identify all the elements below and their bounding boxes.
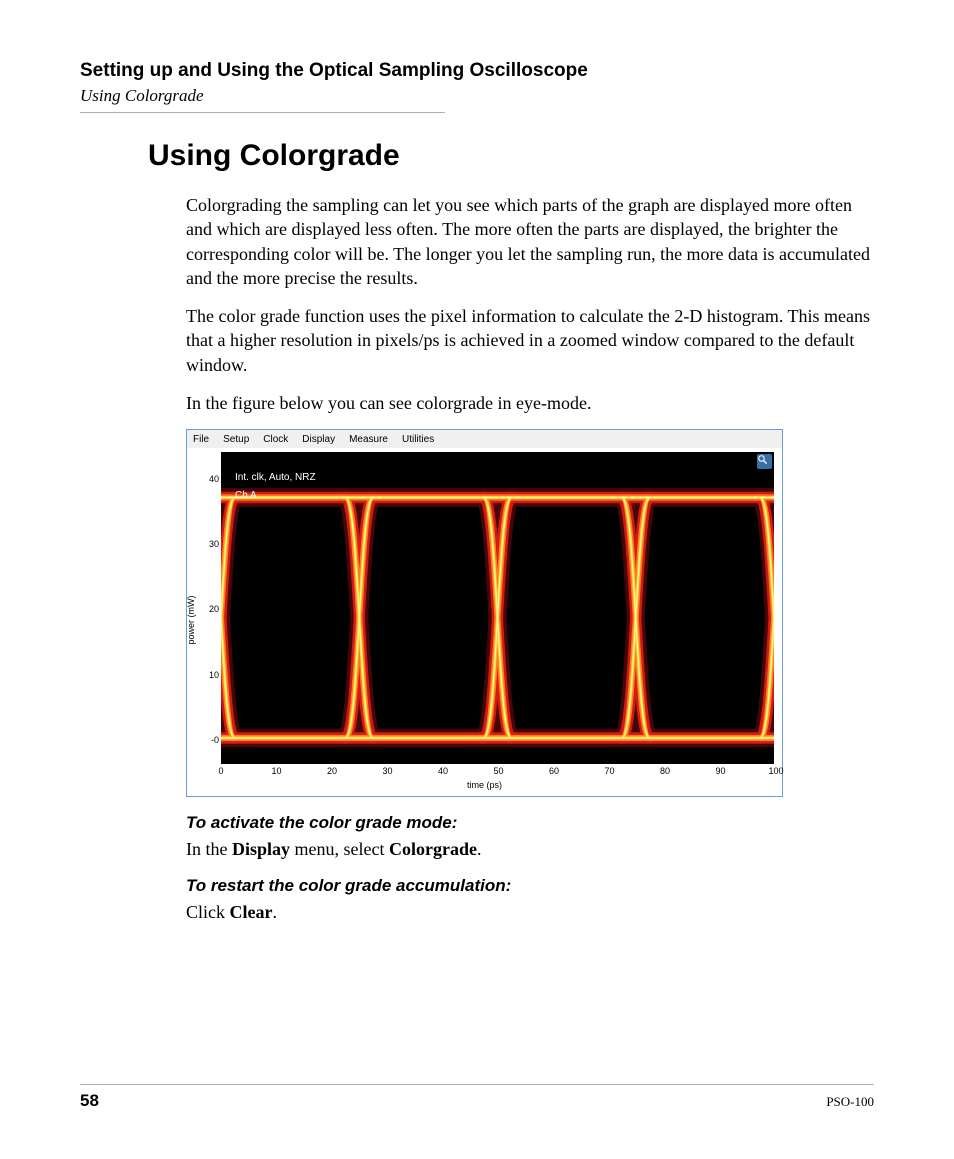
y-tick: 20: [199, 604, 219, 614]
footer: 58 PSO-100: [80, 1084, 874, 1111]
plot-axes: Int. clk, Auto, NRZ Ch A: [221, 452, 774, 764]
zoom-icon[interactable]: [757, 454, 772, 469]
y-tick: 10: [199, 670, 219, 680]
x-tick: 30: [382, 766, 392, 776]
text: .: [272, 902, 277, 922]
chapter-title: Setting up and Using the Optical Samplin…: [80, 60, 874, 82]
paragraph-2: The color grade function uses the pixel …: [186, 304, 874, 377]
overlay-line2: Ch A: [235, 490, 257, 501]
text: In the: [186, 839, 232, 859]
menu-display[interactable]: Display: [302, 434, 335, 445]
header-rule: [80, 112, 445, 113]
breadcrumb: Using Colorgrade: [80, 86, 874, 106]
eye-diagram: [221, 452, 774, 764]
page-number: 58: [80, 1091, 99, 1111]
plot-area: Int. clk, Auto, NRZ Ch A: [221, 452, 774, 764]
x-tick: 100: [768, 766, 783, 776]
x-tick: 50: [493, 766, 503, 776]
paragraph-1: Colorgrading the sampling can let you se…: [186, 193, 874, 290]
menu-setup[interactable]: Setup: [223, 434, 249, 445]
paragraph-3: In the figure below you can see colorgra…: [186, 391, 874, 415]
y-tick: -0: [199, 735, 219, 745]
overlay-line1: Int. clk, Auto, NRZ: [235, 472, 316, 483]
x-tick: 20: [327, 766, 337, 776]
x-tick: 40: [438, 766, 448, 776]
x-tick: 10: [271, 766, 281, 776]
instruction-activate: In the Display menu, select Colorgrade.: [186, 837, 874, 861]
x-tick: 0: [218, 766, 223, 776]
subhead-restart: To restart the color grade accumulation:: [186, 876, 874, 896]
bold-colorgrade: Colorgrade: [389, 839, 477, 859]
page: Setting up and Using the Optical Samplin…: [0, 0, 954, 1159]
y-axis-label: power (mW): [186, 596, 196, 645]
x-tick: 70: [604, 766, 614, 776]
y-tick: 30: [199, 539, 219, 549]
x-tick: 60: [549, 766, 559, 776]
plot-wrapper: power (mW) time (ps) Int. clk, Auto, NRZ…: [195, 452, 774, 788]
menu-file[interactable]: File: [193, 434, 209, 445]
menu-clock[interactable]: Clock: [263, 434, 288, 445]
text: .: [477, 839, 482, 859]
instruction-restart: Click Clear.: [186, 900, 874, 924]
model-label: PSO-100: [826, 1094, 874, 1110]
footer-rule: [80, 1084, 874, 1085]
y-tick: 40: [199, 474, 219, 484]
bold-clear: Clear: [230, 902, 273, 922]
subhead-activate: To activate the color grade mode:: [186, 813, 874, 833]
menu-measure[interactable]: Measure: [349, 434, 388, 445]
oscilloscope-screenshot: File Setup Clock Display Measure Utiliti…: [186, 429, 783, 797]
body-block: Colorgrading the sampling can let you se…: [186, 193, 874, 924]
menu-utilities[interactable]: Utilities: [402, 434, 434, 445]
x-tick: 90: [715, 766, 725, 776]
section-heading: Using Colorgrade: [148, 139, 874, 173]
menubar: File Setup Clock Display Measure Utiliti…: [187, 430, 782, 448]
x-axis-label: time (ps): [467, 780, 502, 790]
x-tick: 80: [660, 766, 670, 776]
text: Click: [186, 902, 230, 922]
text: menu, select: [290, 839, 389, 859]
bold-display: Display: [232, 839, 290, 859]
